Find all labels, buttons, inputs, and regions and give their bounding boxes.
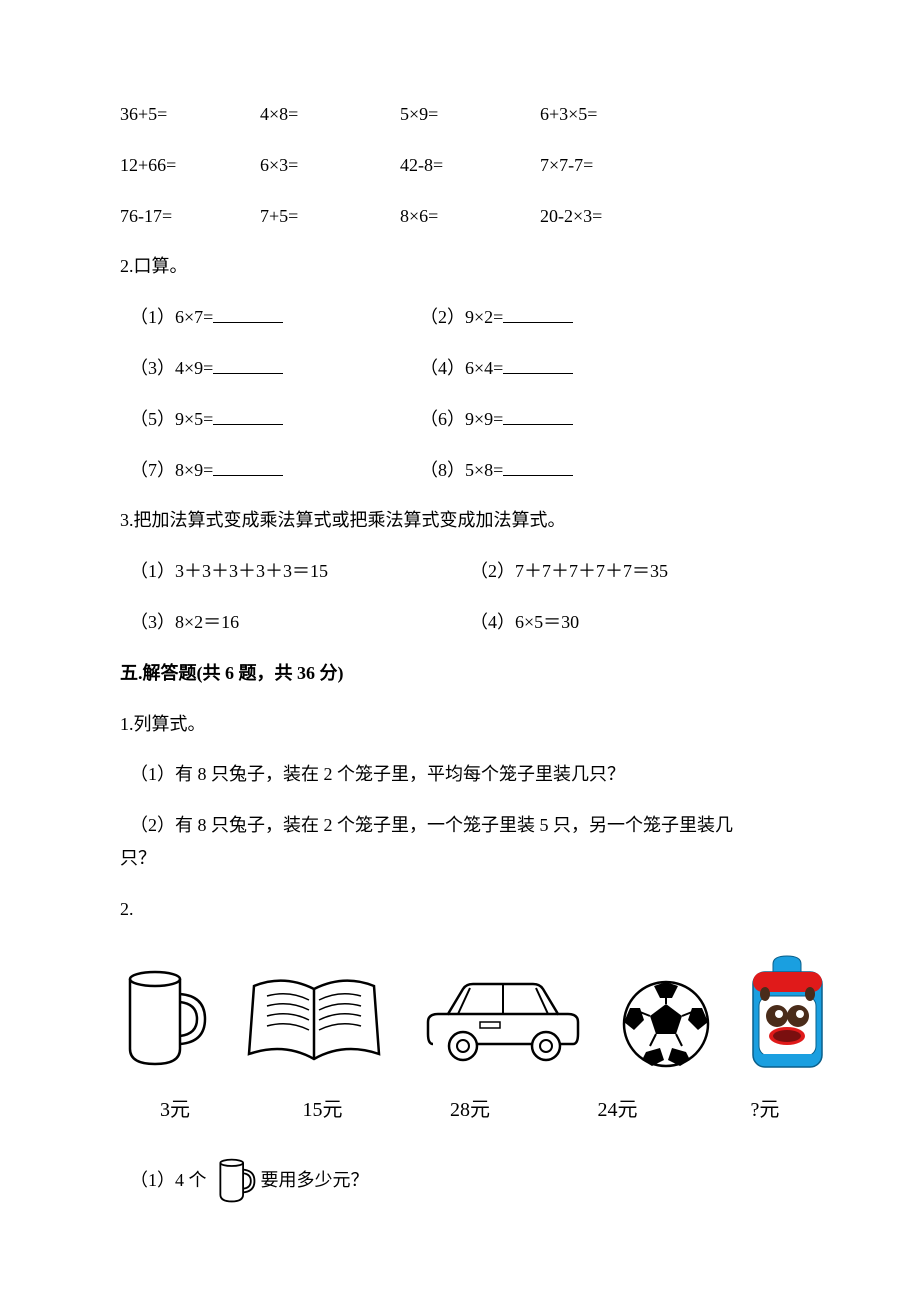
q2-pair: （7）8×9= （8）5×8= bbox=[130, 456, 800, 485]
equation: 6×3= bbox=[260, 151, 400, 180]
equation: （3）4×9= bbox=[130, 358, 213, 378]
blank bbox=[503, 373, 573, 374]
s5-q1-title: 1.列算式。 bbox=[120, 710, 800, 739]
equation: 7+5= bbox=[260, 202, 400, 231]
blank bbox=[503, 475, 573, 476]
equation: 36+5= bbox=[120, 100, 260, 129]
blank bbox=[213, 373, 283, 374]
cup-small-icon bbox=[211, 1156, 257, 1206]
text: （1）4 个 bbox=[130, 1166, 207, 1195]
arithmetic-row-1: 36+5= 4×8= 5×9= 6+3×5= bbox=[120, 100, 800, 129]
blank bbox=[503, 322, 573, 323]
s5-q2-title: 2. bbox=[120, 895, 800, 924]
price: 15元 bbox=[263, 1094, 383, 1126]
s5-q1-p1: （1）有 8 只兔子，装在 2 个笼子里，平均每个笼子里装几只？ bbox=[120, 760, 800, 789]
equation: 6+3×5= bbox=[540, 100, 710, 129]
equation: 76-17= bbox=[120, 202, 260, 231]
q3-row: （1）3＋3＋3＋3＋3＝15 （2）7＋7＋7＋7＋7＝35 bbox=[130, 557, 800, 586]
items-row bbox=[110, 954, 830, 1074]
q2-title: 2.口算。 bbox=[120, 252, 800, 281]
equation: （2）7＋7＋7＋7＋7＝35 bbox=[470, 557, 800, 586]
blank bbox=[213, 475, 283, 476]
equation: （6）9×9= bbox=[420, 409, 503, 429]
q3-body: （1）3＋3＋3＋3＋3＝15 （2）7＋7＋7＋7＋7＝35 （3）8×2＝1… bbox=[120, 557, 800, 637]
blank bbox=[503, 424, 573, 425]
item-book bbox=[239, 974, 389, 1074]
q2-pair: （5）9×5= （6）9×9= bbox=[130, 405, 800, 434]
document-page: 36+5= 4×8= 5×9= 6+3×5= 12+66= 6×3= 42-8=… bbox=[0, 0, 920, 1266]
q2-pair: （1）6×7= （2）9×2= bbox=[130, 303, 800, 332]
equation: 7×7-7= bbox=[540, 151, 710, 180]
q2-body: （1）6×7= （2）9×2= （3）4×9= （4）6×4= （5）9×5= … bbox=[120, 303, 800, 484]
equation: 12+66= bbox=[120, 151, 260, 180]
price: ?元 bbox=[705, 1094, 825, 1126]
q2-pair: （3）4×9= （4）6×4= bbox=[130, 354, 800, 383]
price-row: 3元 15元 28元 24元 ?元 bbox=[115, 1094, 825, 1126]
equation: （3）8×2＝16 bbox=[130, 608, 470, 637]
arithmetic-row-2: 12+66= 6×3= 42-8= 7×7-7= bbox=[120, 151, 800, 180]
equation: （4）6×5＝30 bbox=[470, 608, 800, 637]
book-icon bbox=[239, 974, 389, 1074]
equation: （4）6×4= bbox=[420, 358, 503, 378]
item-backpack bbox=[745, 954, 830, 1074]
text: 要用多少元？ bbox=[261, 1166, 369, 1195]
ball-icon bbox=[616, 974, 716, 1074]
car-icon bbox=[418, 974, 588, 1074]
s5-q1-p2b: 只？ bbox=[120, 844, 800, 873]
blank bbox=[213, 424, 283, 425]
equation: （1）6×7= bbox=[130, 307, 213, 327]
item-cup bbox=[110, 964, 210, 1074]
q3-row: （3）8×2＝16 （4）6×5＝30 bbox=[130, 608, 800, 637]
q3-title: 3.把加法算式变成乘法算式或把乘法算式变成加法算式。 bbox=[120, 506, 800, 535]
section-5-heading: 五.解答题(共 6 题，共 36 分) bbox=[120, 659, 800, 688]
item-ball bbox=[616, 974, 716, 1074]
equation: （7）8×9= bbox=[130, 460, 213, 480]
backpack-icon bbox=[745, 954, 830, 1074]
equation: （1）3＋3＋3＋3＋3＝15 bbox=[130, 557, 470, 586]
equation: （5）9×5= bbox=[130, 409, 213, 429]
equation: 5×9= bbox=[400, 100, 540, 129]
item-car bbox=[418, 974, 588, 1074]
equation: （8）5×8= bbox=[420, 460, 503, 480]
arithmetic-row-3: 76-17= 7+5= 8×6= 20-2×3= bbox=[120, 202, 800, 231]
s5-q1-p2a: （2）有 8 只兔子，装在 2 个笼子里，一个笼子里装 5 只，另一个笼子里装几 bbox=[120, 811, 800, 840]
price: 24元 bbox=[558, 1094, 678, 1126]
equation: （2）9×2= bbox=[420, 307, 503, 327]
equation: 4×8= bbox=[260, 100, 400, 129]
blank bbox=[213, 322, 283, 323]
equation: 8×6= bbox=[400, 202, 540, 231]
s5-q2-sub1: （1）4 个 要用多少元？ bbox=[120, 1156, 800, 1206]
cup-icon bbox=[110, 964, 210, 1074]
equation: 42-8= bbox=[400, 151, 540, 180]
equation: 20-2×3= bbox=[540, 202, 710, 231]
price: 3元 bbox=[115, 1094, 235, 1126]
price: 28元 bbox=[410, 1094, 530, 1126]
